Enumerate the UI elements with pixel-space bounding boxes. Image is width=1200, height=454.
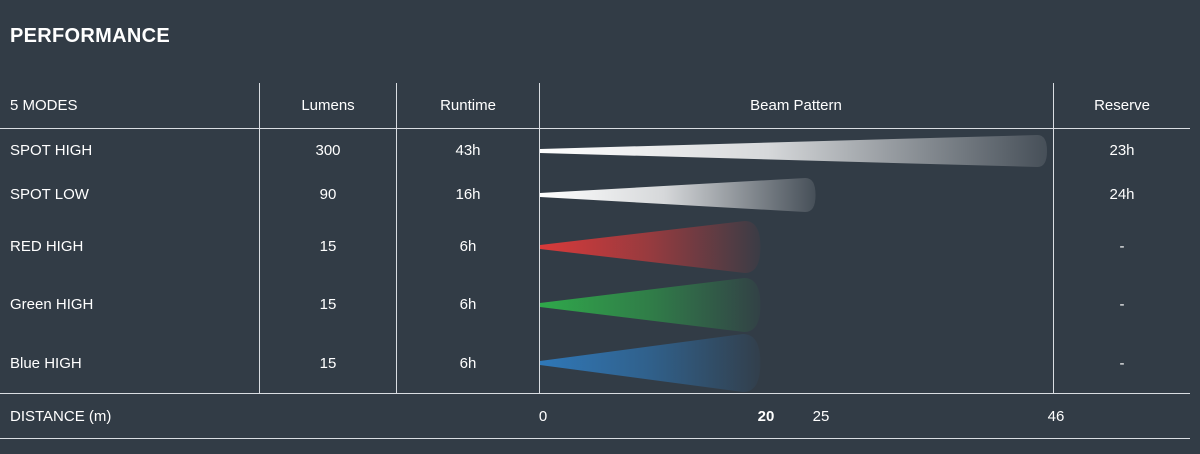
lumens-value: 15 — [319, 238, 337, 255]
reserve-value: - — [1119, 296, 1125, 313]
table-bottom-divider — [0, 393, 1190, 394]
mode-label: RED HIGH — [10, 238, 84, 255]
reserve-value: 23h — [1109, 142, 1135, 159]
header-modes: 5 MODES — [10, 97, 78, 114]
lumens-value: 90 — [319, 186, 337, 203]
reserve-value: 24h — [1109, 186, 1135, 203]
section-title: PERFORMANCE — [10, 25, 170, 47]
mode-label: Green HIGH — [10, 296, 94, 313]
runtime-value: 43h — [455, 142, 481, 159]
mode-label: SPOT LOW — [10, 186, 89, 203]
header-lumens: Lumens — [301, 97, 355, 114]
distance-label: DISTANCE (m) — [10, 408, 112, 425]
reserve-value: - — [1119, 355, 1125, 372]
beam-cone-spot-high — [540, 135, 1047, 167]
distance-tick: 20 — [757, 408, 775, 425]
column-divider — [396, 83, 397, 393]
runtime-value: 6h — [459, 355, 477, 372]
beam-cone-red-high — [540, 221, 761, 273]
header-reserve: Reserve — [1094, 97, 1150, 114]
lumens-value: 300 — [315, 142, 341, 159]
runtime-value: 16h — [455, 186, 481, 203]
mode-label: SPOT HIGH — [10, 142, 93, 159]
header-runtime: Runtime — [440, 97, 496, 114]
distance-tick: 25 — [812, 408, 830, 425]
beam-cone-green-high — [540, 278, 761, 332]
header-divider — [0, 128, 1190, 129]
column-divider — [259, 83, 260, 393]
header-beam-pattern: Beam Pattern — [750, 97, 842, 114]
column-divider — [1053, 83, 1054, 393]
distance-tick: 46 — [1047, 408, 1065, 425]
beam-cone-spot-low — [540, 178, 816, 212]
distance-divider — [0, 438, 1190, 439]
column-divider — [539, 83, 540, 393]
reserve-value: - — [1119, 238, 1125, 255]
beam-cone-blue-high — [540, 334, 761, 392]
lumens-value: 15 — [319, 355, 337, 372]
mode-label: Blue HIGH — [10, 355, 82, 372]
runtime-value: 6h — [459, 296, 477, 313]
lumens-value: 15 — [319, 296, 337, 313]
distance-tick: 0 — [538, 408, 548, 425]
runtime-value: 6h — [459, 238, 477, 255]
